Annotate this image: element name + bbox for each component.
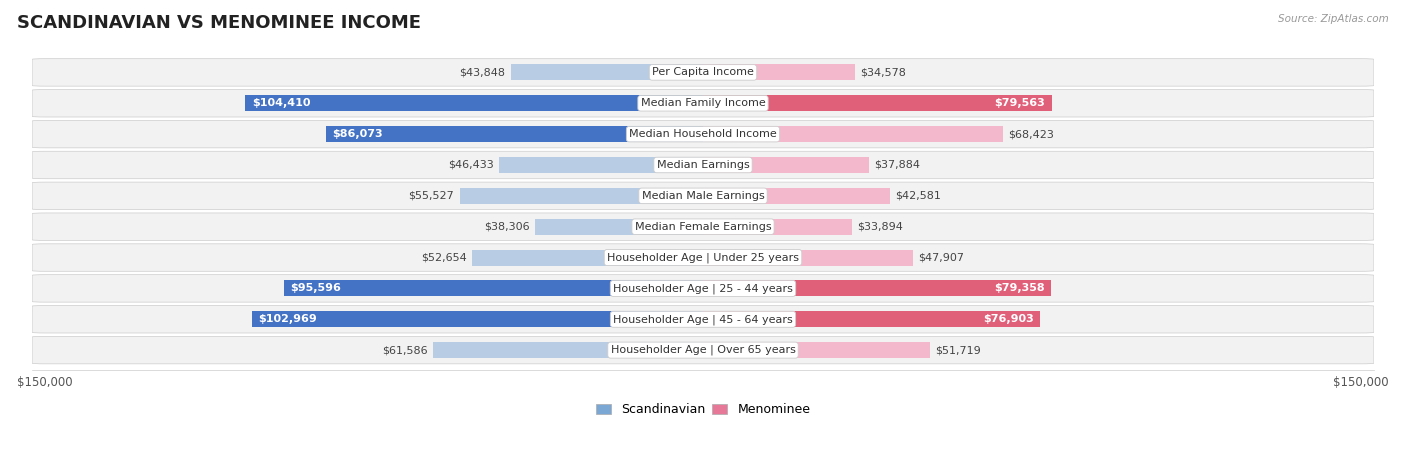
Text: $86,073: $86,073 — [332, 129, 382, 139]
Text: Median Earnings: Median Earnings — [657, 160, 749, 170]
Text: Source: ZipAtlas.com: Source: ZipAtlas.com — [1278, 14, 1389, 24]
Bar — [703, 311, 1040, 327]
Bar — [703, 219, 852, 235]
Text: Householder Age | Under 25 years: Householder Age | Under 25 years — [607, 252, 799, 263]
Text: $76,903: $76,903 — [983, 314, 1033, 324]
Bar — [284, 280, 703, 297]
Legend: Scandinavian, Menominee: Scandinavian, Menominee — [591, 398, 815, 421]
Text: Median Family Income: Median Family Income — [641, 98, 765, 108]
Text: $46,433: $46,433 — [449, 160, 494, 170]
Bar — [703, 64, 855, 80]
Bar — [703, 157, 869, 173]
Text: Median Female Earnings: Median Female Earnings — [634, 222, 772, 232]
FancyBboxPatch shape — [32, 151, 1374, 179]
Text: $95,596: $95,596 — [291, 283, 342, 293]
Text: Median Male Earnings: Median Male Earnings — [641, 191, 765, 201]
Text: $43,848: $43,848 — [460, 67, 506, 78]
Text: $79,563: $79,563 — [994, 98, 1045, 108]
Text: $102,969: $102,969 — [259, 314, 316, 324]
Bar — [433, 342, 703, 358]
FancyBboxPatch shape — [32, 120, 1374, 148]
Text: $38,306: $38,306 — [484, 222, 530, 232]
FancyBboxPatch shape — [32, 275, 1374, 302]
Bar — [245, 95, 703, 111]
Text: $47,907: $47,907 — [918, 253, 965, 262]
Text: Per Capita Income: Per Capita Income — [652, 67, 754, 78]
FancyBboxPatch shape — [32, 244, 1374, 271]
FancyBboxPatch shape — [32, 182, 1374, 210]
Bar — [703, 280, 1050, 297]
FancyBboxPatch shape — [32, 336, 1374, 364]
Text: $68,423: $68,423 — [1008, 129, 1054, 139]
Bar — [703, 342, 929, 358]
Bar — [472, 249, 703, 266]
Text: $61,586: $61,586 — [382, 345, 427, 355]
FancyBboxPatch shape — [32, 90, 1374, 117]
Text: $34,578: $34,578 — [860, 67, 905, 78]
Text: $104,410: $104,410 — [252, 98, 311, 108]
Bar — [460, 188, 703, 204]
FancyBboxPatch shape — [32, 213, 1374, 241]
Bar — [703, 95, 1052, 111]
Bar — [703, 126, 1002, 142]
Text: Householder Age | 45 - 64 years: Householder Age | 45 - 64 years — [613, 314, 793, 325]
Text: $33,894: $33,894 — [856, 222, 903, 232]
Bar — [703, 188, 890, 204]
Text: $37,884: $37,884 — [875, 160, 921, 170]
Text: Householder Age | Over 65 years: Householder Age | Over 65 years — [610, 345, 796, 355]
Text: Median Household Income: Median Household Income — [628, 129, 778, 139]
Text: $55,527: $55,527 — [409, 191, 454, 201]
Bar — [252, 311, 703, 327]
Bar — [499, 157, 703, 173]
Text: $52,654: $52,654 — [422, 253, 467, 262]
FancyBboxPatch shape — [32, 305, 1374, 333]
Bar — [326, 126, 703, 142]
FancyBboxPatch shape — [32, 59, 1374, 86]
Text: Householder Age | 25 - 44 years: Householder Age | 25 - 44 years — [613, 283, 793, 294]
Text: $51,719: $51,719 — [935, 345, 981, 355]
Bar — [510, 64, 703, 80]
Text: SCANDINAVIAN VS MENOMINEE INCOME: SCANDINAVIAN VS MENOMINEE INCOME — [17, 14, 420, 32]
Bar — [703, 249, 912, 266]
Text: $42,581: $42,581 — [896, 191, 941, 201]
Text: $79,358: $79,358 — [994, 283, 1045, 293]
Bar — [536, 219, 703, 235]
